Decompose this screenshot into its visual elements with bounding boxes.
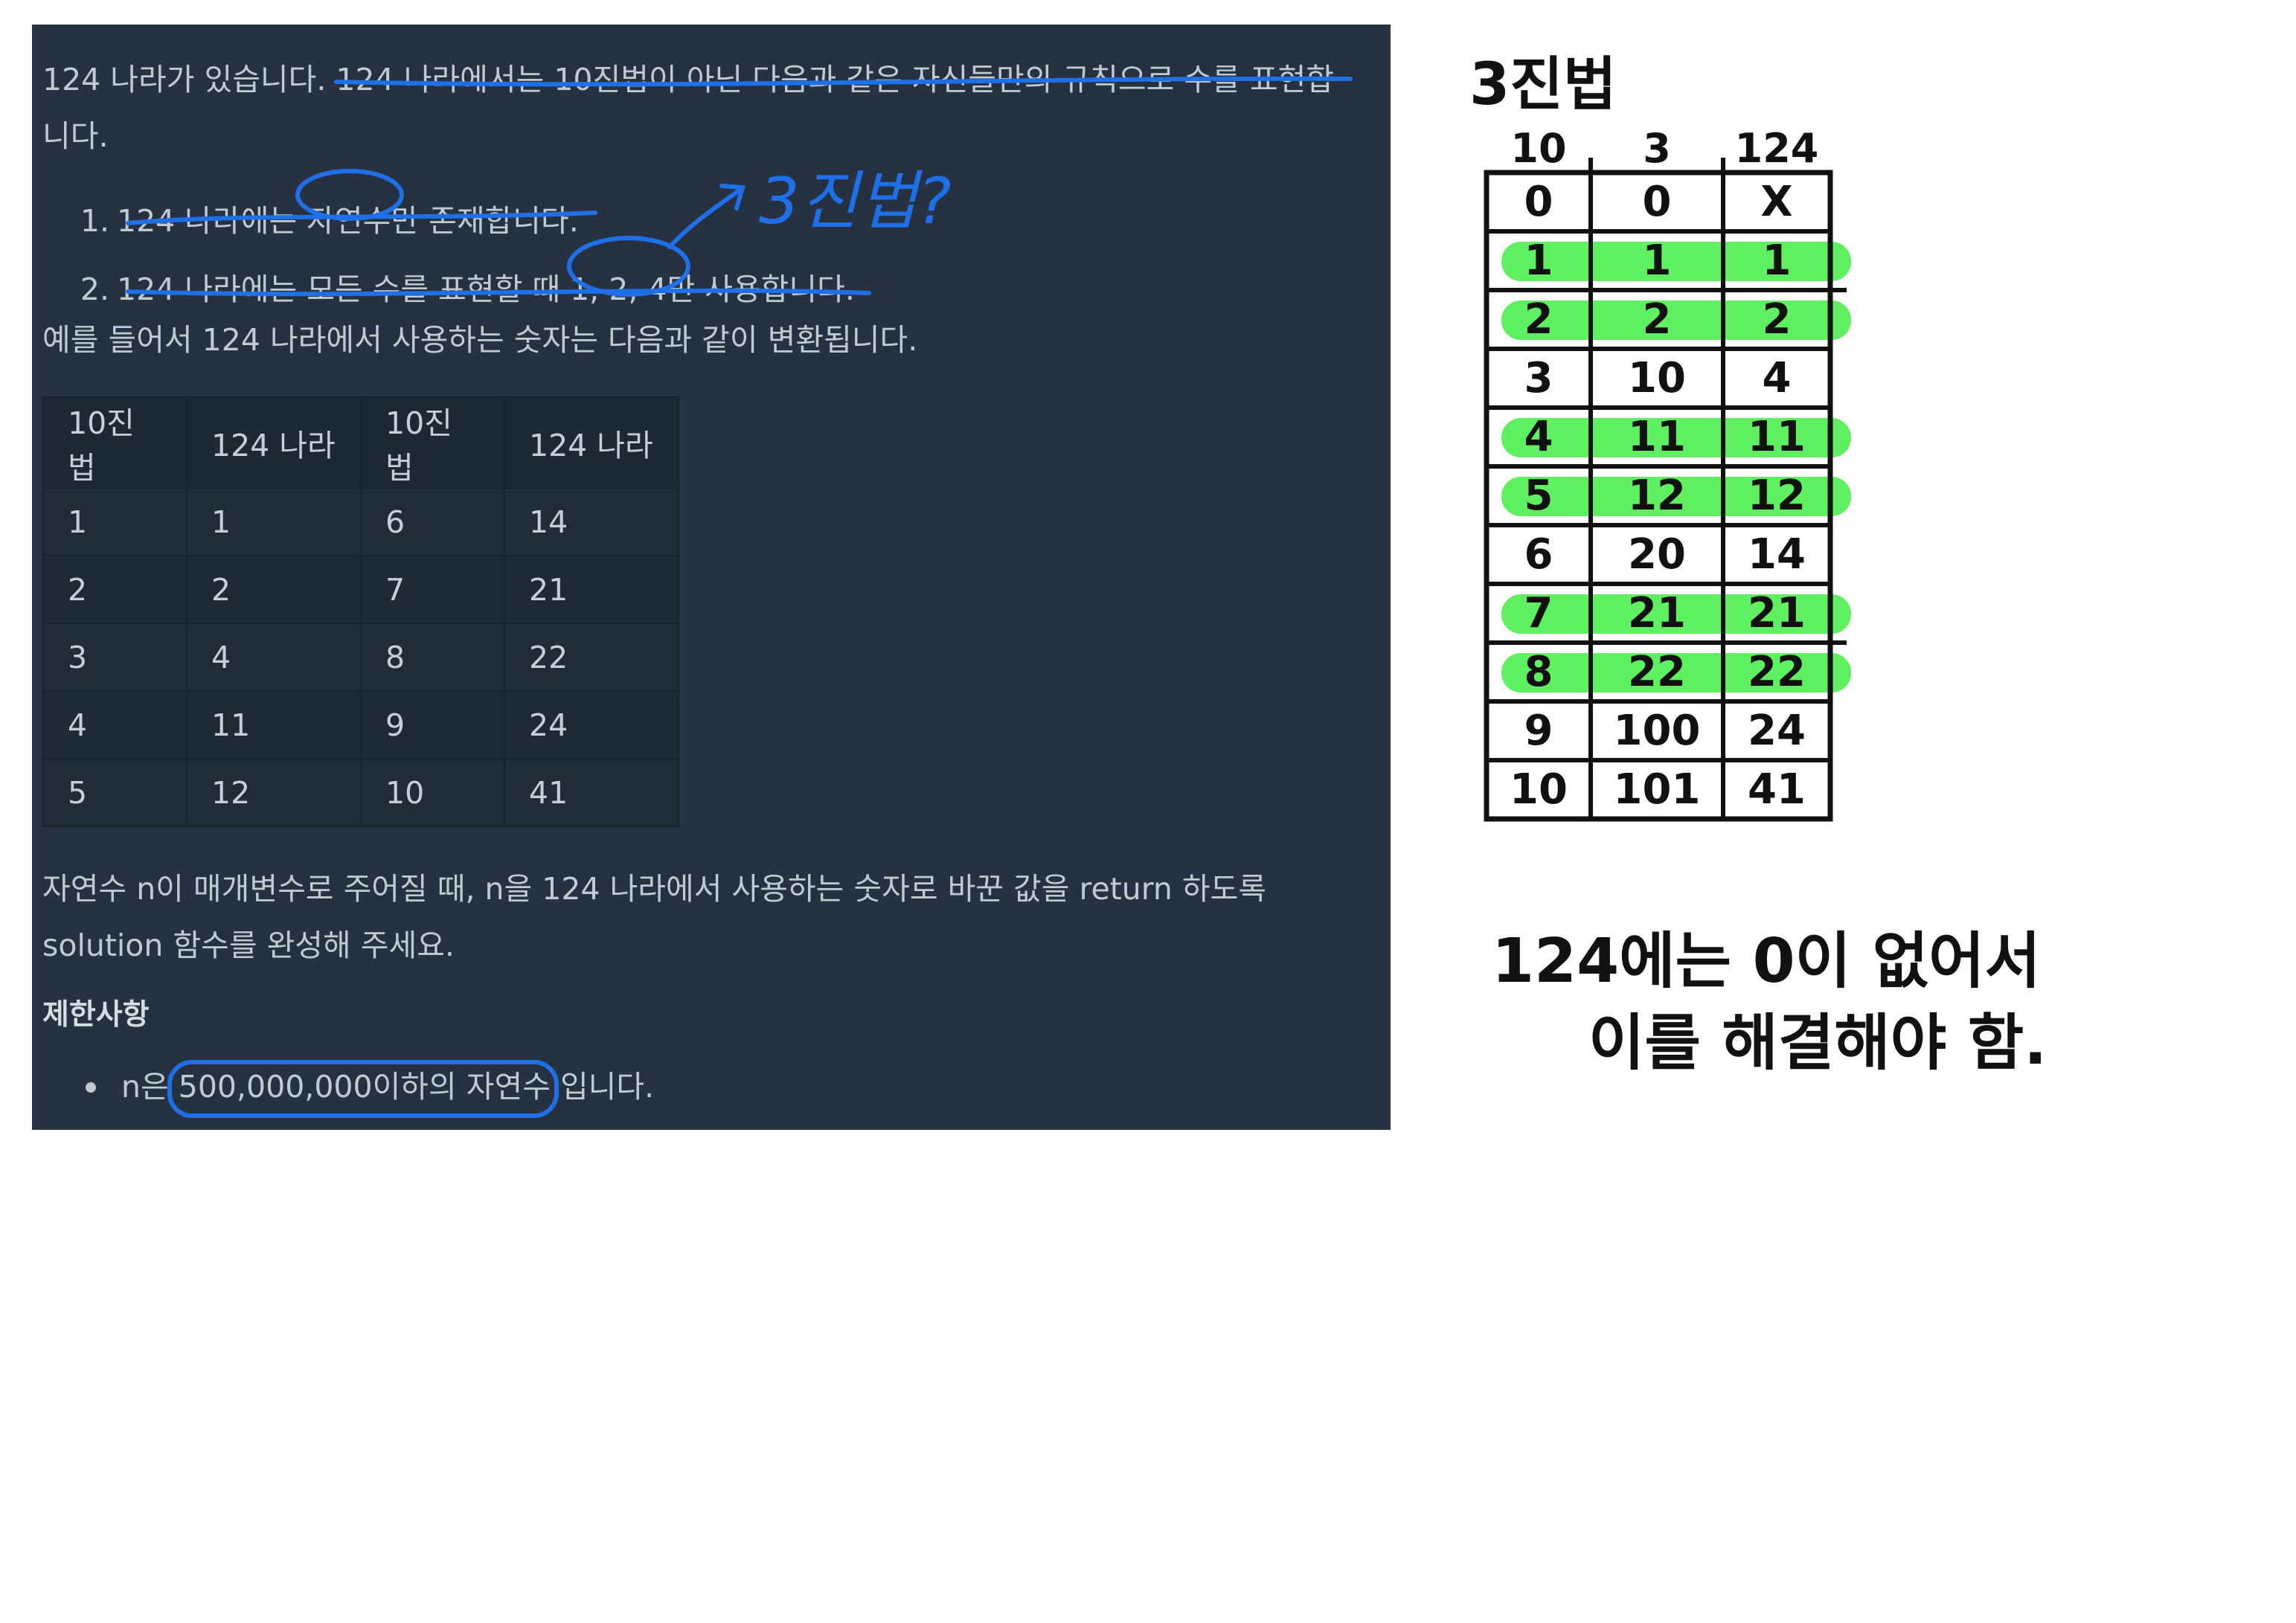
table-row: 4 11 9 24: [42, 690, 679, 759]
hand-table-cell: 1: [1643, 237, 1672, 285]
hand-table-header: 10: [1510, 125, 1566, 172]
rule-number: 2.: [80, 271, 109, 307]
table-header-cell: 124 나라: [186, 396, 362, 489]
table-cell: 8: [360, 623, 505, 692]
hand-table-cell: 5: [1524, 472, 1553, 520]
hand-table-cell: 2: [1643, 295, 1672, 344]
hand-table-cell: 1: [1524, 237, 1553, 285]
constraint-item: n은 500,000,000이하의 자연수 입니다.: [121, 1069, 655, 1105]
hand-table-cell: 11: [1748, 413, 1806, 461]
hand-table-cell: 2: [1524, 295, 1553, 344]
hand-table-cell: 24: [1748, 707, 1806, 755]
hand-table-cell: 12: [1628, 472, 1686, 520]
table-row: 2 2 7 21: [42, 555, 679, 624]
table-cell: 7: [360, 555, 505, 624]
example-intro: 예를 들어서 124 나라에서 사용하는 숫자는 다음과 같이 변환됩니다.: [42, 322, 918, 358]
hand-table-cell: 3: [1524, 354, 1553, 402]
table-cell: 22: [504, 623, 679, 692]
side-note: 3진법?: [759, 164, 952, 239]
table-cell: 1: [42, 487, 187, 556]
hand-title: 3진법: [1469, 51, 1617, 118]
table-header-cell: 124 나라: [504, 396, 679, 489]
hand-table-cell: 10: [1628, 354, 1686, 402]
table-row: 5 12 10 41: [42, 758, 679, 827]
hand-table-cell: 6: [1524, 530, 1553, 579]
highlight-row: [1501, 301, 1851, 340]
circle-constraint: [167, 1060, 559, 1118]
circle-natural-number: [295, 169, 404, 221]
hand-table-border: [1484, 170, 1833, 822]
table-cell: 4: [186, 623, 362, 692]
constraints-heading: 제한사항: [42, 998, 150, 1032]
hand-table-cell: 2: [1763, 295, 1792, 344]
bullet-icon: [86, 1082, 96, 1093]
hand-table-cell: 101: [1614, 765, 1701, 814]
table-cell: 14: [504, 487, 679, 556]
hand-table-cell: 14: [1748, 530, 1806, 579]
table-cell: 5: [42, 758, 187, 827]
table-cell: 21: [504, 555, 679, 624]
hand-table-cell: 22: [1748, 648, 1806, 696]
table-header-cell: 10진법: [360, 396, 505, 489]
hand-table-cell: 9: [1524, 707, 1553, 755]
hand-table-cell: 12: [1748, 472, 1806, 520]
hand-table-cell: 100: [1614, 707, 1701, 755]
hand-table-cell: 0: [1524, 178, 1553, 226]
table-header-row: 10진법 124 나라 10진법 124 나라: [42, 396, 679, 489]
underline-rule-2: [126, 288, 871, 297]
hand-table-cell: 21: [1628, 589, 1686, 637]
hand-table-cell: 41: [1748, 765, 1806, 814]
hand-table-cell: 10: [1510, 765, 1568, 814]
task-text-line2: solution 함수를 완성해 주세요.: [42, 928, 455, 963]
table-cell: 12: [186, 758, 362, 827]
hand-table-cell: 11: [1628, 413, 1686, 461]
table-cell: 3: [42, 623, 187, 692]
table-cell: 24: [504, 690, 679, 759]
hand-table-header: 124: [1735, 125, 1819, 172]
table-cell: 11: [186, 690, 362, 759]
highlight-row: [1501, 242, 1851, 281]
hand-table-cell: X: [1760, 178, 1792, 226]
task-text-line1: 자연수 n이 매개변수로 주어질 때, n을 124 나라에서 사용하는 숫자로…: [42, 871, 1267, 907]
table-cell: 2: [186, 555, 362, 624]
blue-pen-marks: [126, 76, 1353, 1118]
table-cell: 2: [42, 555, 187, 624]
hand-table-header: 3: [1643, 125, 1671, 172]
hand-table-cell: 1: [1763, 237, 1792, 285]
note-line-1: 124에는 0이 없어서: [1492, 926, 2041, 997]
hand-table-cell: 4: [1524, 413, 1553, 461]
table-cell: 1: [186, 487, 362, 556]
hand-table-cell: 22: [1628, 648, 1686, 696]
table-cell: 9: [360, 690, 505, 759]
hand-table-grid: [1484, 158, 1847, 822]
hand-table-cell: 20: [1628, 530, 1686, 579]
table-row: 3 4 8 22: [42, 623, 679, 692]
hand-table-cell: 4: [1763, 354, 1792, 402]
table-cell: 6: [360, 487, 505, 556]
table-row: 1 1 6 14: [42, 487, 679, 556]
arrow-head-icon: [719, 184, 745, 210]
circle-124-digits: [567, 236, 690, 297]
arrow-shaft: [667, 187, 743, 249]
underline-intro: [334, 76, 1353, 87]
table-header-cell: 10진법: [42, 396, 187, 489]
conversion-table: 10진법 124 나라 10진법 124 나라 1 1 6 14 2 2 7 2…: [42, 396, 679, 827]
table-cell: 41: [504, 758, 679, 827]
table-cell: 10: [360, 758, 505, 827]
hand-table-cell: 21: [1748, 589, 1806, 637]
note-line-2: 이를 해결해야 함.: [1588, 1008, 2047, 1079]
hand-table-cell: 7: [1524, 589, 1553, 637]
hand-table-cell: 0: [1643, 178, 1672, 226]
rule-number: 1.: [80, 203, 109, 239]
table-cell: 4: [42, 690, 187, 759]
intro-text-line2: 니다.: [42, 118, 109, 154]
hand-table-cell: 8: [1524, 648, 1553, 696]
